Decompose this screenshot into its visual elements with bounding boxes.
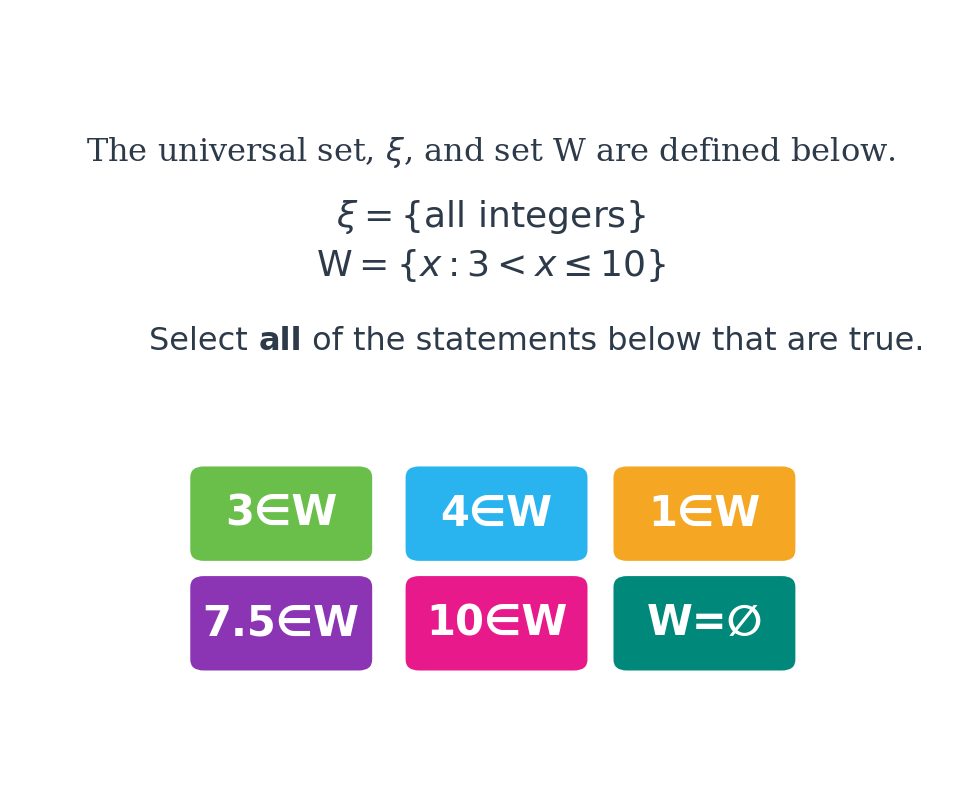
Text: $\mathrm{W} = \{x : 3 < x \leq 10\}$: $\mathrm{W} = \{x : 3 < x \leq 10\}$ [316,247,666,284]
Text: of the statements below that are true.: of the statements below that are true. [302,326,924,357]
FancyBboxPatch shape [613,576,795,671]
FancyBboxPatch shape [613,467,795,561]
FancyBboxPatch shape [405,576,587,671]
Text: W=∅: W=∅ [647,602,763,645]
FancyBboxPatch shape [191,576,372,671]
Text: 1∈W: 1∈W [649,493,761,535]
Text: 3∈W: 3∈W [225,493,337,535]
Text: Select: Select [149,326,259,357]
FancyBboxPatch shape [405,467,587,561]
FancyBboxPatch shape [191,467,372,561]
Text: 7.5∈W: 7.5∈W [203,602,360,645]
Text: The universal set, $\xi$, and set W are defined below.: The universal set, $\xi$, and set W are … [86,134,896,169]
Text: $\xi = \{\mathrm{all\ integers}\}$: $\xi = \{\mathrm{all\ integers}\}$ [336,198,646,236]
Text: 10∈W: 10∈W [426,602,567,645]
Text: all: all [259,326,302,357]
Text: 4∈W: 4∈W [441,493,553,535]
